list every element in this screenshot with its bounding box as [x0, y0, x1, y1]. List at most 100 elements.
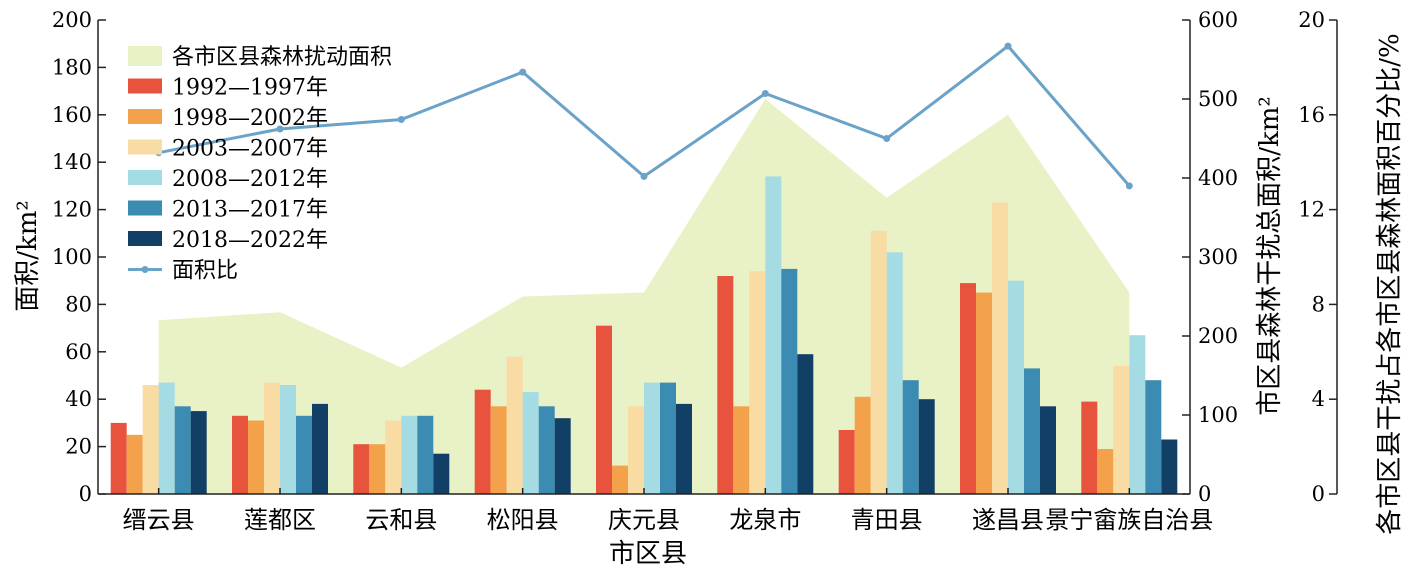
bar-1-9 [1081, 401, 1098, 494]
y2-tick-label-1: 0 [1198, 482, 1211, 506]
line-layer [155, 42, 1133, 190]
x-tick-label-6: 龙泉市 [729, 506, 801, 534]
y-tick-label-9: 160 [52, 103, 92, 127]
line-point-9 [1125, 182, 1133, 190]
bar-6-6 [797, 354, 814, 494]
bar-4-4 [522, 392, 539, 494]
x-tick-label-8: 遂昌县 [972, 506, 1044, 534]
x-tick-label-9: 景宁畲族自治县 [1045, 506, 1213, 534]
bar-6-9 [1161, 439, 1178, 494]
bar-5-6 [781, 268, 798, 494]
bar-4-5 [644, 382, 660, 494]
legend-label-line: 面积比 [172, 259, 238, 284]
y3-axis-title: 各市区县干扰占各市区县森林面积百分比/% [1375, 33, 1405, 534]
bar-5-7 [902, 380, 919, 494]
bar-2-6 [733, 406, 750, 494]
x-tick-label-3: 云和县 [365, 506, 437, 534]
bar-1-1 [110, 422, 127, 494]
bar-6-8 [1040, 406, 1056, 494]
line-point-8 [1004, 42, 1012, 50]
y-tick-label-5: 80 [65, 292, 92, 316]
bar-1-4 [474, 389, 491, 494]
bar-3-1 [142, 385, 159, 494]
bar-1-3 [353, 444, 370, 494]
line-point-4 [519, 68, 527, 76]
legend-label-3: 2003—2007年 [172, 137, 328, 162]
bar-3-3 [385, 420, 402, 494]
bar-5-3 [417, 415, 434, 494]
y2-tick-label-4: 300 [1198, 245, 1238, 269]
x-tick-label-5: 庆元县 [608, 506, 680, 534]
bar-5-5 [660, 382, 676, 494]
bar-3-5 [628, 406, 644, 494]
y2-axis-title: 市区县森林干扰总面积/km² [1255, 96, 1285, 416]
bar-3-9 [1113, 366, 1130, 494]
bar-5-4 [538, 406, 555, 494]
bar-3-8 [992, 202, 1008, 494]
x-tick-label-1: 缙云县 [123, 506, 195, 534]
legend-swatch-2 [128, 109, 162, 124]
bar-5-9 [1145, 380, 1162, 494]
legend-swatch-4 [128, 170, 162, 185]
bar-1-6 [717, 276, 734, 494]
line-point-3 [397, 116, 405, 123]
legend-label-5: 2013—2017年 [172, 198, 328, 223]
legend-swatch-1 [128, 78, 162, 94]
legend-swatch-line-marker [141, 266, 149, 273]
legend: 各市区县森林扰动面积 1992—1997年 1998—2002年 2003—2007年… [128, 45, 392, 284]
bar-5-2 [296, 415, 312, 494]
y-tick-label-7: 120 [52, 198, 92, 222]
bar-3-6 [749, 271, 766, 494]
bar-2-5 [612, 465, 628, 494]
y-tick-label-10: 180 [52, 55, 92, 79]
legend-swatch-3 [128, 139, 162, 155]
y2-tick-label-6: 500 [1198, 87, 1238, 111]
bar-5-1 [174, 406, 191, 494]
bar-1-8 [960, 283, 976, 494]
bar-6-5 [676, 403, 692, 494]
y-tick-label-6: 100 [52, 245, 92, 269]
y3-tick-label-6: 20 [1298, 8, 1325, 32]
legend-label-2: 1998—2002年 [172, 106, 328, 131]
bar-6-1 [190, 411, 207, 494]
bar-3-2 [264, 382, 280, 494]
bar-1-7 [838, 430, 855, 494]
bar-4-7 [886, 252, 903, 494]
x-tick-label-7: 青田县 [851, 506, 923, 534]
bar-3-7 [870, 230, 887, 494]
bar-2-2 [248, 420, 264, 494]
axes-layer: 0204060801001201401601802000100200300400… [52, 8, 1338, 534]
bar-2-4 [490, 406, 507, 494]
bar-4-3 [401, 415, 418, 494]
legend-label-1: 1992—1997年 [172, 76, 328, 101]
y2-tick-label-7: 600 [1198, 8, 1238, 32]
bar-4-2 [280, 385, 296, 494]
y-axis-title: 面积/km² [13, 200, 43, 312]
bar-2-3 [369, 444, 386, 494]
y-tick-label-3: 40 [65, 387, 92, 411]
legend-label-6: 2018—2022年 [172, 228, 328, 253]
bar-5-8 [1024, 368, 1040, 494]
bar-3-4 [506, 356, 523, 494]
bar-2-9 [1097, 449, 1114, 494]
bar-2-1 [126, 434, 143, 495]
line-point-7 [883, 135, 891, 142]
bar-1-2 [232, 415, 248, 494]
line-point-5 [640, 172, 648, 180]
bar-4-9 [1129, 335, 1146, 494]
y2-tick-label-5: 400 [1198, 166, 1238, 190]
y3-tick-label-2: 4 [1312, 387, 1325, 411]
bar-2-8 [976, 292, 992, 494]
bar-layer [110, 176, 1178, 495]
y-tick-label-8: 140 [52, 150, 92, 174]
y-tick-label-4: 60 [65, 340, 92, 364]
x-axis-title: 市区县 [609, 539, 687, 569]
y3-tick-label-5: 16 [1298, 103, 1325, 127]
y3-tick-label-3: 8 [1312, 292, 1325, 316]
bar-6-3 [433, 453, 450, 494]
legend-label-area: 各市区县森林扰动面积 [172, 45, 392, 70]
legend-swatch-6 [128, 231, 162, 246]
line-point-2 [276, 125, 284, 133]
y-tick-label-1: 0 [79, 482, 92, 506]
